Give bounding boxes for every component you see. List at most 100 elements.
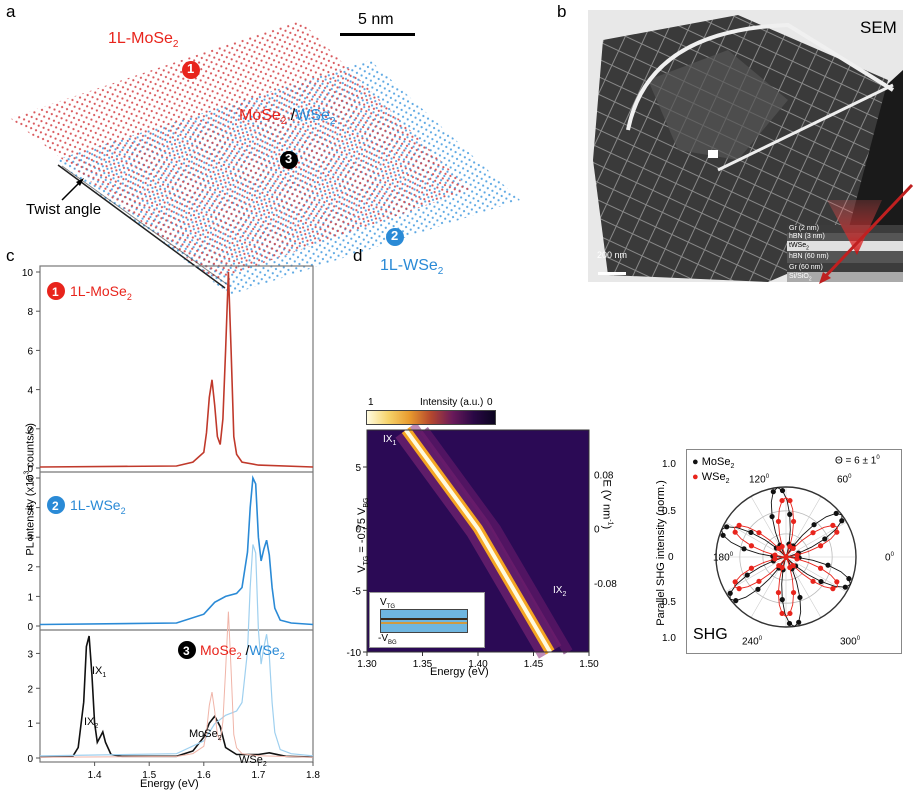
radial-tick-2: 0.5 (662, 506, 676, 517)
layer-gr-bottom: Gr (60 nm) (787, 263, 903, 272)
pl-curve-2 (39, 635, 314, 758)
legend-c-3-marker (178, 641, 196, 659)
shg-point (797, 594, 803, 601)
layer-hbn-top: hBN (3 nm) (787, 233, 903, 241)
shg-point (796, 619, 802, 625)
shg-petal-0-3 (729, 556, 787, 602)
shg-point (833, 510, 839, 516)
ytick-label: 5 (27, 474, 33, 485)
inset-device (380, 609, 468, 633)
panel-label-a: a (6, 2, 16, 21)
xtick-label: 1.4 (88, 770, 102, 781)
shg-point (748, 565, 755, 571)
shg-petal-0-0 (785, 512, 843, 558)
pl-overlay-mose2 (39, 611, 314, 758)
shg-petal-1-4 (777, 556, 795, 618)
heatmap-frame (366, 429, 590, 653)
angle-300: 3000 (840, 636, 861, 648)
ytick-label: 4 (27, 386, 33, 397)
colorbar (366, 410, 496, 425)
shg-point (794, 552, 800, 558)
marker-2-label: 2 (391, 228, 399, 243)
layer-twse2: tWSe2 (787, 241, 903, 251)
ytick-label: 2 (27, 563, 33, 574)
ytick-label: 0 (27, 754, 33, 765)
inset-vbg: -VBG (378, 633, 397, 646)
heatmap-xtick-label: 1.35 (413, 659, 433, 670)
shg-point (727, 590, 733, 596)
sem-scale-label: 200 nm (597, 250, 628, 260)
legend-c-2: 1L-WSe2 (70, 497, 126, 516)
theta-label: Θ = 6 ± 10 (835, 455, 880, 467)
svg-text:2: 2 (52, 499, 59, 513)
cbar-left: 1 (368, 397, 374, 408)
shg-point (842, 584, 848, 590)
heatmap-ix2-band (419, 427, 573, 655)
shg-point (736, 522, 742, 528)
shg-point (756, 578, 762, 584)
sem-label: SEM (860, 18, 897, 37)
shg-point (776, 545, 782, 552)
ytick-label: 6 (27, 346, 33, 357)
marker-1-label: 1 (187, 61, 195, 76)
shg-point (736, 586, 742, 592)
legend-c-1: 1L-MoSe2 (70, 283, 132, 302)
radial-tick-3: 0 (668, 552, 674, 563)
shg-point (770, 489, 776, 495)
shg-point (748, 529, 754, 536)
scale-label: 5 nm (358, 11, 394, 28)
label-heterostructure: MoSe2 /WSe2 (239, 107, 336, 128)
svg-text:1: 1 (52, 285, 59, 299)
pl-ylabel: PL intensity (x103 counts/s) (23, 423, 37, 556)
annot-wse2-peak: WSe2 (239, 754, 267, 769)
shg-petal-1-1 (777, 496, 795, 558)
shg-point (741, 546, 747, 552)
shg-point (818, 578, 824, 585)
shg-petal-0-1 (770, 486, 791, 558)
xtick-label: 1.6 (197, 770, 211, 781)
radial-tick-5: 1.0 (662, 633, 676, 644)
shg-point (787, 497, 793, 504)
shg-point (790, 562, 796, 569)
angle-240: 2400 (742, 636, 763, 648)
annot-mose2-peak: MoSe2 (189, 728, 222, 743)
shg-petal-1-0 (785, 524, 838, 558)
shg-point (810, 578, 816, 584)
legend-c-2-marker (47, 496, 65, 514)
label-twist-angle: Twist angle (26, 201, 102, 218)
shg-petal-0-2 (721, 526, 787, 558)
marker-3 (280, 151, 298, 169)
shg-point (830, 586, 836, 592)
label-1l-wse2: 1L-WSe2 (380, 257, 444, 278)
shg-point (724, 524, 730, 530)
shg-point (772, 556, 778, 562)
shg-petal-0-5 (785, 556, 851, 588)
shg-petal-1-5 (785, 556, 838, 590)
shg-petal-0-4 (781, 556, 802, 628)
heatmap-ytick-label: -5 (352, 586, 361, 597)
shg-ylabel: Parallel SHG intensity (norm.) (655, 480, 667, 626)
shg-point (822, 536, 828, 542)
ytick-label: 1 (27, 592, 33, 603)
marker-3-label: 3 (285, 151, 293, 166)
shg-point (790, 518, 797, 525)
shg-point (834, 529, 840, 535)
shg-point (769, 513, 775, 520)
shg-point (787, 511, 793, 517)
legend-e-w: ● WSe2 (692, 471, 730, 486)
shg-point (783, 554, 789, 560)
panel-label-c: c (6, 246, 15, 265)
heatmap-xlabel: Energy (eV) (430, 666, 489, 678)
shg-polar-chart (715, 486, 857, 628)
shg-point (817, 543, 824, 549)
shg-point (744, 572, 750, 578)
panel-label-b: b (557, 2, 567, 21)
heatmap-xtick-label: 1.50 (579, 659, 599, 670)
polar-outer (715, 486, 857, 628)
annot-ix2: IX2 (84, 716, 99, 731)
layer-sio2: Si/SiO2 (787, 272, 903, 282)
heatmap-ytick-label: -10 (347, 648, 362, 659)
laser-beam (819, 183, 914, 284)
angle-60: 600 (837, 474, 852, 486)
